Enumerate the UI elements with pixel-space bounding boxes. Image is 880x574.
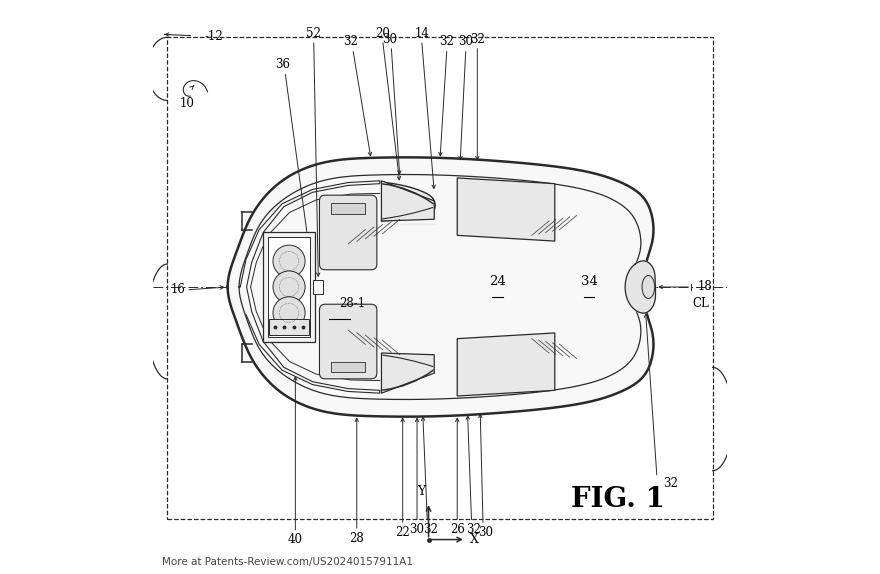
Text: 30: 30: [479, 526, 494, 538]
Bar: [331, 203, 365, 214]
Text: 32: 32: [343, 35, 358, 48]
Text: CL: CL: [693, 297, 709, 309]
Polygon shape: [625, 261, 656, 313]
Circle shape: [273, 245, 305, 277]
Text: 40: 40: [288, 533, 303, 546]
Bar: [269, 319, 309, 335]
Bar: [271, 238, 311, 336]
Bar: [312, 280, 323, 294]
FancyBboxPatch shape: [319, 195, 377, 270]
Circle shape: [273, 271, 305, 303]
Text: 24: 24: [489, 275, 506, 288]
Text: 18: 18: [697, 281, 712, 293]
Text: 16: 16: [171, 284, 186, 296]
Text: 30: 30: [458, 35, 473, 48]
Bar: [275, 243, 306, 331]
FancyBboxPatch shape: [319, 304, 377, 379]
Text: 32: 32: [439, 35, 454, 48]
Text: 34: 34: [581, 275, 598, 288]
Text: 52: 52: [306, 27, 321, 40]
Ellipse shape: [642, 276, 655, 298]
Polygon shape: [458, 333, 554, 396]
Bar: [268, 237, 311, 337]
Text: Y: Y: [417, 485, 426, 498]
Text: 30: 30: [409, 523, 424, 536]
Text: 28-1: 28-1: [340, 297, 366, 309]
Text: 36: 36: [275, 59, 290, 71]
Circle shape: [273, 297, 305, 329]
Text: X: X: [470, 533, 479, 546]
Bar: [331, 362, 365, 372]
Polygon shape: [381, 353, 434, 393]
Text: 20: 20: [375, 27, 390, 40]
Text: 14: 14: [414, 27, 429, 40]
Text: 10: 10: [180, 97, 194, 110]
Polygon shape: [458, 178, 554, 241]
Text: 32: 32: [470, 33, 485, 45]
Text: FIG. 1: FIG. 1: [571, 486, 665, 513]
Polygon shape: [228, 157, 654, 417]
Text: More at Patents-Review.com/US20240157911A1: More at Patents-Review.com/US20240157911…: [162, 557, 413, 567]
Text: 32: 32: [466, 523, 480, 536]
Text: 32: 32: [663, 477, 678, 490]
Text: 32: 32: [422, 523, 437, 536]
Text: 26: 26: [450, 523, 465, 536]
Text: 22: 22: [395, 526, 410, 539]
Polygon shape: [381, 181, 434, 221]
Text: 30: 30: [382, 33, 397, 45]
Bar: [263, 232, 315, 342]
Text: -12: -12: [205, 30, 224, 42]
Text: 28: 28: [349, 532, 364, 545]
